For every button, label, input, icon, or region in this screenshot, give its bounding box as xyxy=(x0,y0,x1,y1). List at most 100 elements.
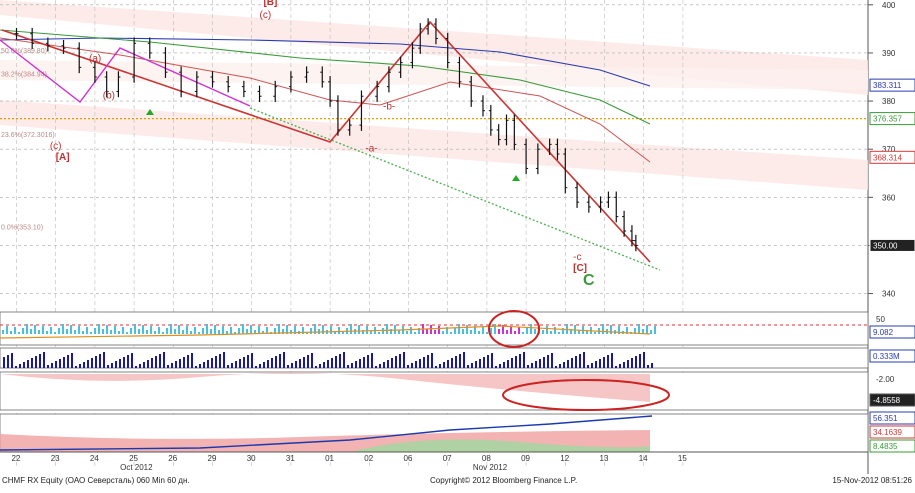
volume-bar xyxy=(219,354,221,368)
oscillator-bar xyxy=(178,325,180,334)
volume-bar xyxy=(263,362,265,368)
volume-bar xyxy=(627,360,629,368)
volume-bar xyxy=(519,354,521,368)
oscillator-signal-line xyxy=(0,325,651,339)
volume-bar xyxy=(411,363,413,368)
volume-bar xyxy=(371,353,373,368)
volume-bar xyxy=(619,364,621,368)
oscillator-bar xyxy=(110,330,112,334)
sub-label-box xyxy=(869,325,915,339)
sub-label-text: 56.351 xyxy=(873,414,898,423)
oscillator-bar xyxy=(46,331,48,334)
volume-bar xyxy=(35,356,37,368)
y-tick-label: 370 xyxy=(882,145,896,154)
oscillator-bar xyxy=(550,331,552,334)
oscillator-bar xyxy=(90,332,92,334)
oscillator-highlight-ellipse xyxy=(488,310,540,348)
volume-bar xyxy=(15,366,17,368)
oscillator-bar xyxy=(106,325,108,334)
volume-bar xyxy=(363,357,365,368)
oscillator-bar xyxy=(98,324,100,334)
volume-bar xyxy=(187,355,189,368)
instrument-label: CHMF RX Equity (ОАО Северсталь) 060 Min … xyxy=(2,476,190,485)
oscillator-bar xyxy=(362,330,364,334)
volume-bar xyxy=(131,353,133,368)
volume-bar xyxy=(551,353,553,368)
oscillator-bar xyxy=(450,332,452,334)
oscillator-bar xyxy=(174,329,176,334)
volume-bar xyxy=(507,360,509,368)
volume-bar xyxy=(303,357,305,368)
oscillator-bar xyxy=(130,328,132,334)
oscillator-bar xyxy=(594,332,596,334)
volume-bar xyxy=(543,357,545,368)
volume-bar xyxy=(47,365,49,368)
lower-pink-channel xyxy=(0,100,868,190)
oscillator-bar xyxy=(514,331,516,334)
volume-bar xyxy=(479,359,481,368)
month-label: Oct 2012 xyxy=(120,463,153,472)
oscillator-bar xyxy=(258,326,260,334)
volume-bar xyxy=(447,360,449,368)
volume-bar xyxy=(11,353,13,368)
volume-bar xyxy=(231,363,233,368)
volume-bar xyxy=(651,363,653,368)
volume-bar xyxy=(323,362,325,368)
volume-bar xyxy=(319,364,321,368)
volume-bar xyxy=(91,358,93,368)
oscillator-bar xyxy=(146,330,148,334)
oscillator-bar xyxy=(190,331,192,334)
volume-bar xyxy=(127,355,129,368)
oscillator-bar xyxy=(62,324,64,334)
x-tick-label: 26 xyxy=(168,454,177,463)
volume-bar xyxy=(503,362,505,368)
volume-bar xyxy=(19,364,21,368)
oscillator-bar xyxy=(306,332,308,334)
oscillator-bar xyxy=(646,325,648,334)
volume-bar xyxy=(243,357,245,368)
y-tick-label: 380 xyxy=(882,97,896,106)
volume-bar xyxy=(199,364,201,368)
volume-bar xyxy=(579,354,581,368)
volume-bar xyxy=(191,353,193,368)
oscillator-bar xyxy=(242,324,244,334)
wave-label: -a- xyxy=(365,144,377,155)
magenta-wave-line xyxy=(0,39,251,107)
oscillator-bar xyxy=(406,331,408,334)
volume-bar xyxy=(611,353,613,368)
oscillator-bar xyxy=(610,325,612,334)
volume-bar xyxy=(455,356,457,368)
x-tick-label: 06 xyxy=(404,454,413,463)
volume-bar xyxy=(407,365,409,368)
oscillator-tick: 50 xyxy=(876,315,885,324)
oscillator-bar xyxy=(290,330,292,334)
volume-bar xyxy=(599,359,601,368)
oscillator-bar xyxy=(626,327,628,334)
volume-bar xyxy=(511,358,513,368)
oscillator-bar xyxy=(22,328,24,334)
oscillator-bar xyxy=(338,327,340,334)
volume-bar xyxy=(523,352,525,368)
volume-bar xyxy=(71,353,73,368)
oscillator-bar xyxy=(534,329,536,334)
volume-bar xyxy=(347,365,349,368)
volume-bar xyxy=(235,361,237,368)
price-label-text: 368.314 xyxy=(873,153,902,162)
volume-bar xyxy=(591,363,593,368)
volume-bar xyxy=(563,362,565,368)
volume-bar xyxy=(103,352,105,368)
fib-level-label: 38.2%(384.94) xyxy=(1,71,47,78)
volume-bar xyxy=(159,354,161,368)
oscillator-bar xyxy=(322,325,324,334)
volume-bar xyxy=(343,352,345,368)
x-tick-label: 12 xyxy=(560,454,569,463)
oscillator-bar xyxy=(154,331,156,334)
volume-bar xyxy=(547,355,549,368)
oscillator-bar xyxy=(578,330,580,334)
oscillator-bar xyxy=(198,332,200,334)
volume-bar xyxy=(623,362,625,368)
wave-label: -b- xyxy=(383,102,395,113)
price-label-text: 383.311 xyxy=(873,81,902,90)
oscillator-bar xyxy=(434,330,436,334)
oscillator-bar xyxy=(230,327,232,334)
